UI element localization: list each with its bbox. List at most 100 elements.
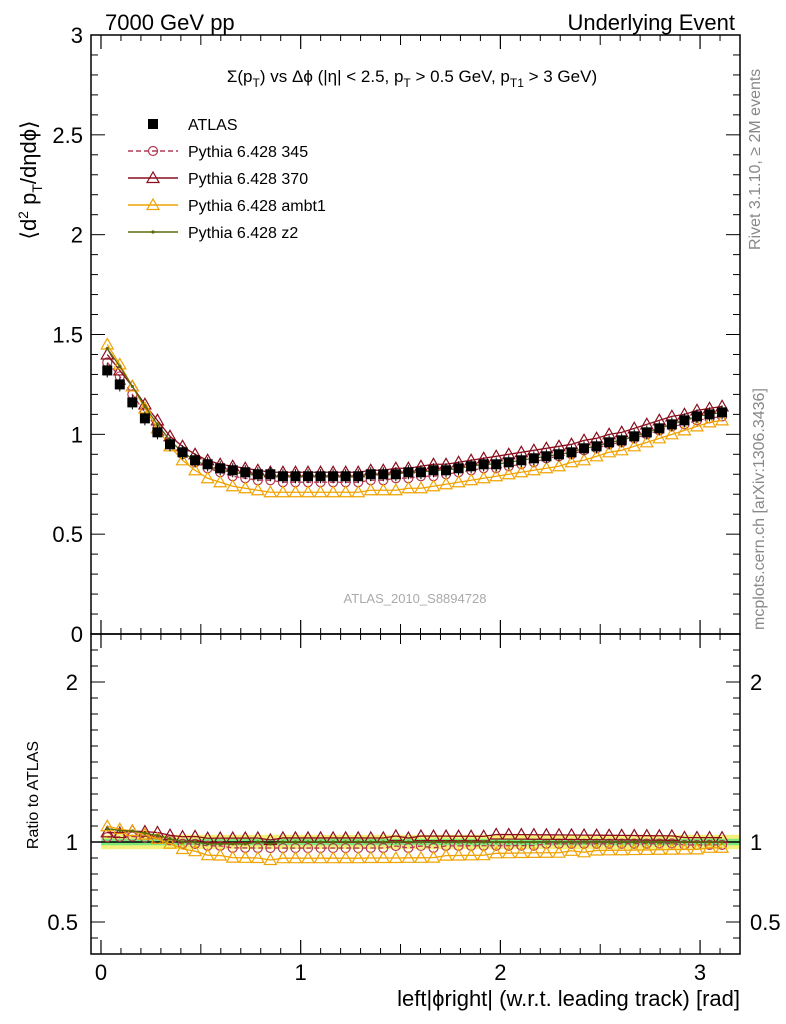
ratio-series-point bbox=[557, 840, 561, 844]
data-point bbox=[478, 459, 489, 470]
ratio-series-point bbox=[589, 827, 604, 841]
ratio-series-point bbox=[652, 828, 667, 841]
ratio-series-point bbox=[143, 831, 147, 835]
data-point bbox=[503, 457, 514, 468]
ratio-series-point bbox=[306, 840, 310, 844]
ratio-series-point bbox=[577, 827, 592, 841]
ratio-series-point bbox=[616, 838, 627, 849]
ratio-y-tick-label: 2 bbox=[66, 670, 78, 695]
legend-entry-0: ATLAS bbox=[148, 117, 238, 134]
ratio-series-point bbox=[118, 828, 122, 833]
ratio-series-point bbox=[654, 838, 665, 849]
ratio-series-point bbox=[627, 828, 642, 841]
ratio-series-point bbox=[200, 847, 215, 861]
series-2 bbox=[100, 337, 730, 866]
y-tick-label: 3 bbox=[71, 23, 83, 48]
series-point bbox=[118, 364, 122, 369]
ratio-series-point bbox=[193, 840, 197, 844]
series-line bbox=[106, 354, 723, 473]
series-point bbox=[501, 467, 516, 480]
ratio-series-point bbox=[702, 840, 717, 853]
series-point bbox=[200, 471, 215, 484]
series-line bbox=[106, 362, 723, 483]
ratio-series-line bbox=[107, 830, 723, 841]
ratio-series-point bbox=[632, 840, 636, 844]
ratio-series-point bbox=[657, 840, 661, 844]
data-point bbox=[152, 427, 163, 438]
data-point bbox=[616, 435, 627, 446]
series-point bbox=[300, 485, 316, 498]
series-point bbox=[489, 469, 504, 482]
ratio-series-point bbox=[456, 840, 461, 844]
header-left: 7000 GeV pp bbox=[105, 10, 235, 35]
series-point bbox=[288, 485, 303, 498]
data-point bbox=[390, 469, 401, 480]
ratio-series-point bbox=[426, 850, 441, 863]
series-point bbox=[250, 483, 265, 496]
series-point bbox=[363, 483, 378, 496]
ratio-series-point bbox=[130, 829, 134, 833]
series-point bbox=[275, 485, 290, 498]
series-point bbox=[677, 423, 692, 436]
ratio-series-point bbox=[507, 840, 511, 844]
data-point bbox=[466, 461, 477, 472]
data-point bbox=[403, 467, 414, 478]
series-point bbox=[155, 422, 160, 426]
ratio-series-point bbox=[664, 842, 679, 855]
series-point bbox=[614, 443, 629, 456]
data-point bbox=[353, 471, 364, 482]
ratio-series-point bbox=[243, 842, 247, 846]
ratio-series-point bbox=[526, 845, 541, 859]
data-points bbox=[102, 363, 728, 484]
data-point bbox=[127, 397, 138, 408]
ratio-series-point bbox=[689, 842, 705, 855]
ratio-series-point bbox=[150, 831, 165, 844]
series-point bbox=[602, 445, 617, 458]
data-point bbox=[654, 423, 665, 434]
series-point bbox=[313, 485, 328, 498]
data-point bbox=[579, 443, 590, 454]
series-point bbox=[627, 439, 642, 452]
series-point bbox=[175, 453, 190, 466]
series-point bbox=[664, 427, 679, 440]
y-tick-label: 2 bbox=[71, 223, 83, 248]
ratio-series-point bbox=[652, 842, 667, 855]
rivet-version-label: Rivet 3.1.10, ≥ 2M events bbox=[747, 69, 764, 250]
series-point bbox=[639, 435, 654, 448]
ratio-series-point bbox=[213, 848, 228, 861]
ratio-series-point bbox=[356, 840, 360, 844]
legend-marker bbox=[148, 119, 158, 129]
series-point bbox=[351, 485, 366, 498]
data-point bbox=[516, 455, 527, 466]
chart-title: Σ(pT) vs Δϕ (|η| < 2.5, pT > 0.5 GeV, pT… bbox=[227, 67, 597, 90]
legend: ATLAS Pythia 6.428 345 Pythia 6.428 370 Pyt… bbox=[128, 117, 326, 242]
data-point bbox=[641, 427, 652, 438]
ratio-series-point bbox=[716, 839, 728, 850]
ratio-series-point bbox=[582, 840, 586, 844]
ratio-y-tick-label-right: 1 bbox=[750, 830, 762, 855]
data-point bbox=[666, 419, 677, 430]
data-point bbox=[553, 449, 564, 460]
ratio-series-point bbox=[363, 850, 378, 864]
data-point bbox=[265, 469, 276, 480]
ratio-series-point bbox=[369, 840, 373, 844]
ratio-series-point bbox=[494, 840, 498, 844]
ratio-series-point bbox=[313, 850, 328, 864]
data-point bbox=[164, 439, 175, 450]
x-tick-label: 2 bbox=[494, 960, 506, 985]
series-point bbox=[426, 479, 441, 492]
data-point bbox=[139, 413, 150, 424]
data-point bbox=[240, 467, 251, 478]
ratio-series-point bbox=[514, 845, 529, 859]
series-point bbox=[526, 463, 541, 476]
series-point bbox=[143, 404, 147, 408]
ratio-series-point bbox=[419, 840, 423, 844]
ratio-series-line bbox=[107, 828, 723, 845]
series-point bbox=[589, 449, 604, 462]
ratio-series-point bbox=[188, 843, 203, 857]
data-point bbox=[227, 465, 238, 476]
ratio-series-point bbox=[394, 840, 398, 844]
ratio-series-point bbox=[464, 848, 479, 861]
series-point bbox=[188, 463, 203, 476]
